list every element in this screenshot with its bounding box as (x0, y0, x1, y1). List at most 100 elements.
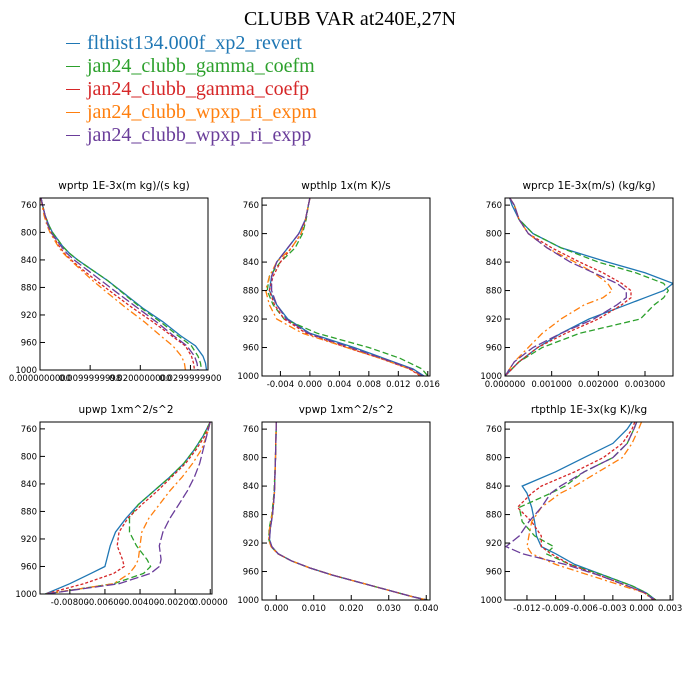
x-tick-label: 0.008 (357, 380, 381, 390)
x-tick-label: -0.006 (571, 604, 598, 614)
y-tick-label: 920 (21, 535, 37, 545)
y-tick-label: 880 (21, 283, 37, 293)
plot-frame (504, 197, 674, 377)
series-line (505, 198, 673, 376)
x-tick-label: 0.000 (264, 604, 288, 614)
x-tick-label: 0.0200000000 (109, 374, 171, 384)
y-tick-label: 1000 (15, 366, 37, 376)
legend-entry: jan24_clubb_wpxp_ri_expp (66, 124, 317, 147)
chart-title: wpthlp 1x(m K)/s (301, 180, 391, 192)
legend-entry: jan24_clubb_gamma_coefm (66, 55, 317, 78)
y-tick-label: 840 (21, 480, 37, 490)
legend-entry: jan24_clubb_gamma_coefp (66, 78, 317, 101)
x-tick-label: 0.000 (629, 604, 653, 614)
y-tick-label: 920 (486, 539, 502, 549)
x-tick-label: 0.016 (416, 380, 440, 390)
x-tick-label: 0.000000 (485, 380, 526, 390)
series-line (40, 198, 208, 370)
legend-swatch (66, 135, 80, 136)
y-tick-label: 880 (21, 507, 37, 517)
legend-label: jan24_clubb_gamma_coefm (87, 55, 315, 77)
y-tick-label: 800 (486, 230, 502, 240)
y-tick-label: 920 (243, 315, 259, 325)
x-tick-label: 0.000 (298, 380, 322, 390)
legend-label: flthist134.000f_xp2_revert (87, 32, 302, 54)
plot-frame (39, 421, 213, 595)
x-tick-label: 0.0299999900 (159, 374, 221, 384)
y-tick-label: 960 (486, 568, 502, 578)
y-tick-label: 960 (21, 562, 37, 572)
chart-title: wprtp 1E-3x(m kg)/(s kg) (58, 180, 189, 192)
series-line (40, 198, 203, 370)
page-title: CLUBB VAR at240E,27N (243, 8, 457, 30)
plot-frame (261, 421, 431, 601)
y-tick-label: 920 (21, 311, 37, 321)
series-line (268, 198, 425, 376)
series-line (45, 422, 211, 594)
series-line (505, 198, 614, 376)
series-line (268, 198, 421, 376)
series-line (265, 198, 423, 376)
legend-label: jan24_clubb_wpxp_ri_expp (87, 124, 312, 146)
plot-frame (39, 197, 209, 371)
legend-label: jan24_clubb_wpxp_ri_expm (87, 101, 317, 123)
y-tick-label: 920 (243, 539, 259, 549)
series-line (505, 198, 627, 376)
y-tick-label: 800 (21, 452, 37, 462)
x-tick-label: 0.004 (327, 380, 351, 390)
series-line (45, 422, 211, 594)
chart-title: rtpthlp 1E-3x(kg K)/kg (531, 404, 647, 416)
series-line (40, 198, 196, 370)
series-line (505, 422, 655, 600)
y-tick-label: 880 (243, 511, 259, 521)
y-tick-label: 1000 (237, 596, 259, 606)
series-line (505, 198, 670, 376)
legend-swatch (66, 112, 80, 113)
plot-frame (261, 197, 431, 377)
series-line (45, 422, 211, 594)
series-line (268, 422, 428, 600)
x-tick-label: 0.030 (377, 604, 401, 614)
y-tick-label: 960 (21, 338, 37, 348)
y-tick-label: 1000 (237, 372, 259, 382)
y-tick-label: 760 (486, 425, 502, 435)
x-tick-label: -0.003 (599, 604, 626, 614)
y-tick-label: 880 (243, 287, 259, 297)
y-tick-label: 800 (243, 230, 259, 240)
x-tick-label: 0.010 (302, 604, 326, 614)
x-tick-label: 0.0000000000 (9, 374, 71, 384)
y-tick-label: 920 (486, 315, 502, 325)
x-tick-label: -0.00800 (51, 598, 89, 608)
series-line (268, 422, 427, 600)
x-tick-label: -0.012 (513, 604, 540, 614)
y-tick-label: 960 (486, 344, 502, 354)
x-tick-label: 0.020 (339, 604, 363, 614)
y-tick-label: 840 (243, 482, 259, 492)
y-tick-label: 840 (486, 482, 502, 492)
legend-entry: jan24_clubb_wpxp_ri_expm (66, 101, 317, 124)
x-tick-label: 0.003 (658, 604, 682, 614)
chart-title: wprcp 1E-3x(m/s) (kg/kg) (522, 180, 655, 192)
series-line (40, 198, 199, 370)
series-line (526, 422, 654, 600)
series-line (45, 422, 211, 594)
x-tick-label: 0.012 (386, 380, 410, 390)
x-tick-label: -0.00600 (86, 598, 124, 608)
y-tick-label: 840 (243, 258, 259, 268)
x-tick-label: -0.00200 (156, 598, 194, 608)
y-tick-label: 1000 (15, 590, 37, 600)
x-tick-label: 0.0099999998 (59, 374, 121, 384)
y-tick-label: 840 (21, 256, 37, 266)
chart-title: upwp 1xm^2/s^2 (79, 404, 174, 416)
y-tick-label: 840 (486, 258, 502, 268)
y-tick-label: 1000 (480, 596, 502, 606)
series-line (40, 198, 187, 370)
chart-title: vpwp 1xm^2/s^2 (299, 404, 394, 416)
y-tick-label: 960 (243, 344, 259, 354)
series-line (518, 422, 657, 600)
x-tick-label: 0.001000 (531, 380, 572, 390)
series-line (268, 422, 427, 600)
y-tick-label: 1000 (480, 372, 502, 382)
legend-swatch (66, 89, 80, 90)
